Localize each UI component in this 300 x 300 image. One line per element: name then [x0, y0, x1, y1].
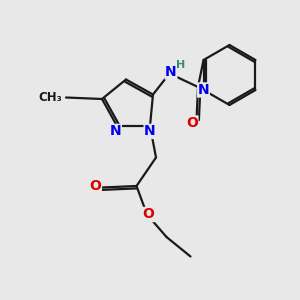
Text: O: O: [186, 116, 198, 130]
Text: N: N: [144, 124, 156, 138]
Text: N: N: [165, 65, 177, 79]
Text: O: O: [89, 179, 101, 193]
Text: N: N: [198, 83, 209, 97]
Text: N: N: [110, 124, 121, 138]
Text: H: H: [176, 59, 185, 70]
Text: O: O: [142, 208, 154, 221]
Text: CH₃: CH₃: [39, 91, 62, 104]
